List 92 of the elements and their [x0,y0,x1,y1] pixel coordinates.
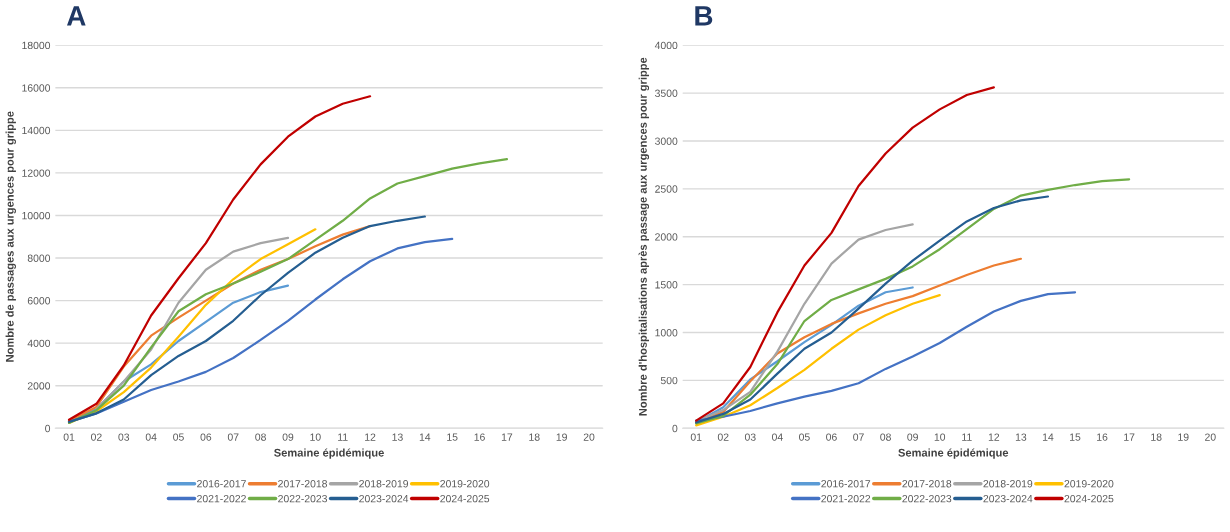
x-tick-label: 16 [1097,433,1108,441]
y-tick-label: 2500 [655,185,678,193]
line-series [67,95,372,421]
x-tick-label: 20 [583,433,595,441]
y-tick-label: 14000 [22,126,51,135]
legend-label: 2023-2024 [359,494,409,503]
legend-label: 2017-2018 [902,480,952,488]
line-series [695,291,1077,422]
y-axis-title: Nombre de passages aux urgences pour grippe [5,111,16,362]
legend-label: 2019-2020 [440,480,490,488]
x-tick-label: 14 [419,433,431,441]
legend-label: 2022-2023 [278,494,328,503]
line-series [695,178,1131,425]
x-tick-label: 09 [907,433,918,441]
x-tick-label: 14 [1042,433,1054,441]
line-series [67,215,426,423]
x-tick-label: 06 [826,433,837,441]
x-tick-label: 10 [310,433,321,441]
legend-label: 2016-2017 [821,480,871,488]
y-tick-label: 4000 [654,41,678,50]
x-tick-label: 01 [690,433,702,441]
x-tick-label: 18 [1151,433,1162,441]
x-axis-title: Semaine épidémique [898,448,1009,459]
y-tick-label: 1500 [655,281,678,289]
legend-label: 2022-2023 [902,494,952,503]
x-tick-label: 15 [1070,433,1081,441]
x-tick-label: 05 [173,433,184,441]
x-tick-label: 19 [556,433,567,441]
legend-label: 2017-2018 [278,480,328,488]
y-tick-label: 8000 [27,254,51,262]
legend-label: 2021-2022 [197,494,246,503]
x-tick-label: 03 [744,433,756,441]
y-tick-label: 2000 [27,382,51,390]
x-tick-label: 20 [1205,433,1216,441]
line-series [695,223,914,423]
y-axis-title: Nombre d'hospitalisations après passage aux urgences pour grippe [638,57,650,416]
line-series [95,236,290,411]
x-tick-label: 12 [988,433,1000,441]
chart-title: B [695,6,713,26]
x-tick-label: 16 [474,433,485,441]
x-tick-label: 07 [227,433,239,441]
y-tick-label: 4000 [27,339,51,348]
legend-label: 2019-2020 [1064,480,1114,488]
x-tick-label: 09 [282,433,294,441]
x-tick-label: 13 [1015,433,1027,441]
line-series [67,228,317,425]
x-tick-label: 02 [91,433,102,441]
line-series [695,195,1050,424]
x-tick-label: 02 [717,433,729,441]
x-tick-label: 19 [1178,433,1189,441]
x-tick-label: 04 [771,433,783,441]
legend-label: 2021-2022 [821,494,871,503]
y-tick-label: 10000 [22,211,51,220]
y-tick-label: 18000 [22,41,51,50]
x-tick-label: 07 [853,433,864,441]
legend-label: 2018-2019 [983,480,1033,488]
y-tick-label: 1000 [655,329,678,337]
legend-label: 2018-2019 [359,480,409,488]
x-tick-label: 10 [934,433,946,441]
x-tick-label: 08 [255,433,266,441]
legend-label: 2016-2017 [197,480,246,488]
x-tick-label: 05 [799,433,810,441]
y-tick-label: 16000 [22,84,51,92]
x-tick-label: 17 [501,433,513,441]
y-tick-label: 2000 [655,233,678,241]
x-tick-label: 08 [880,433,891,441]
x-tick-label: 13 [392,433,403,441]
line-series [695,294,941,427]
x-tick-label: 01 [63,433,75,441]
line-series [695,86,995,422]
x-tick-label: 11 [338,433,348,441]
y-tick-label: 3500 [655,89,678,97]
x-tick-label: 15 [447,433,458,441]
y-tick-label: 3000 [655,137,678,145]
y-tick-label: 0 [45,424,51,433]
x-tick-label: 12 [365,433,376,441]
x-tick-label: 11 [962,433,972,441]
x-tick-label: 18 [529,433,540,441]
x-tick-label: 04 [145,433,157,441]
y-tick-label: 500 [660,376,678,385]
x-tick-label: 17 [1124,433,1135,441]
chart-title: A [66,6,86,26]
legend-label: 2023-2024 [983,494,1033,503]
y-tick-label: 12000 [22,169,51,177]
line-series [67,157,509,425]
x-axis-title: Semaine épidémique [274,448,384,459]
y-tick-label: 0 [672,424,678,433]
legend-label: 2024-2025 [440,494,490,503]
x-tick-label: 06 [200,433,212,441]
x-tick-label: 03 [118,433,130,441]
legend-label: 2024-2025 [1064,494,1114,503]
y-tick-label: 6000 [27,297,51,305]
